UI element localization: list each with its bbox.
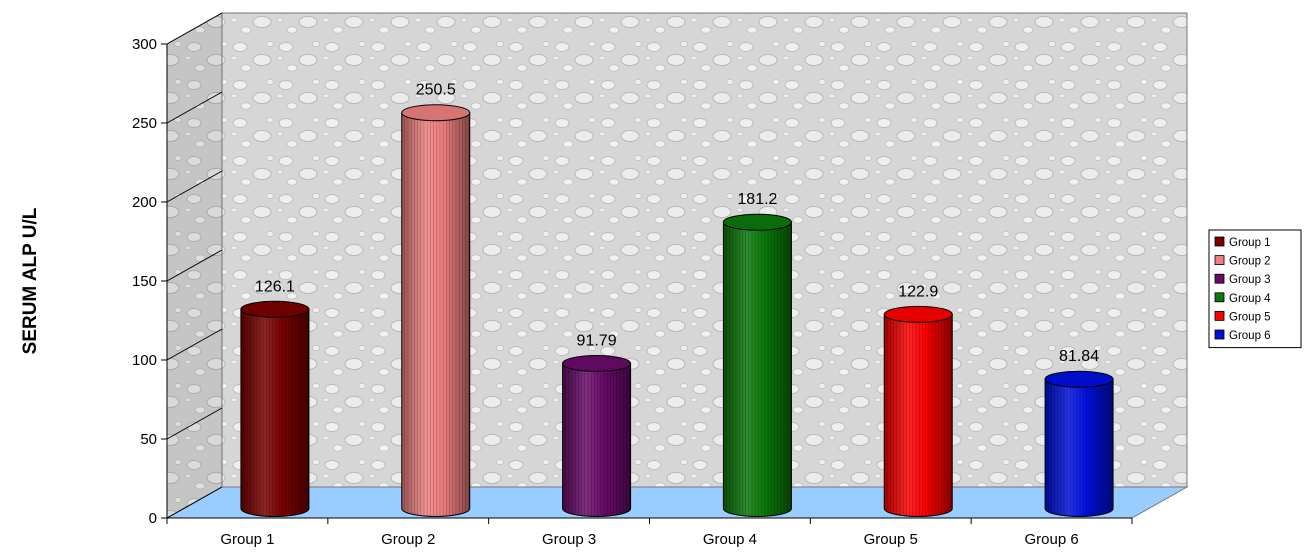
y-tick-depth-line — [166, 91, 223, 124]
y-tick-label: 200 — [132, 194, 157, 211]
legend-swatch — [1214, 273, 1225, 284]
y-tick-depth-line — [166, 486, 223, 519]
data-label: 126.1 — [255, 278, 295, 295]
legend-swatch — [1214, 255, 1225, 266]
x-tick-label: Group 1 — [220, 531, 274, 548]
y-tick-depth-line — [166, 249, 223, 282]
legend-swatch — [1214, 236, 1225, 247]
data-label: 81.84 — [1059, 348, 1099, 365]
legend-swatch — [1214, 310, 1225, 321]
y-tick-label: 250 — [132, 115, 157, 132]
y-tick-label: 100 — [132, 352, 157, 369]
bar-body — [883, 313, 953, 517]
x-tick-label: Group 3 — [542, 531, 596, 548]
legend-entry: Group 4 — [1229, 293, 1271, 305]
y-tick-label: 50 — [140, 431, 157, 448]
floor — [165, 486, 1189, 519]
data-label: 122.9 — [898, 283, 938, 300]
y-tick-label: 150 — [132, 273, 157, 290]
x-tick-label: Group 6 — [1024, 531, 1078, 548]
x-tick-label: Group 5 — [864, 531, 918, 548]
bar-2 — [401, 104, 471, 517]
y-tick-depth-line — [166, 12, 223, 45]
bar-3 — [562, 354, 632, 517]
y-tick-label: 0 — [149, 510, 157, 527]
bar-top — [1044, 370, 1114, 388]
bar-top — [562, 354, 632, 372]
y-axis-title: SERUM ALP U/L — [20, 207, 41, 354]
x-tick-label: Group 2 — [381, 531, 435, 548]
bar-body — [562, 362, 632, 517]
bar-top — [240, 300, 310, 318]
bar-4 — [722, 213, 792, 517]
bar-top — [722, 213, 792, 231]
bar-top — [883, 305, 953, 323]
bar-body — [240, 308, 310, 517]
bar-top — [401, 104, 471, 122]
legend-swatch — [1214, 329, 1225, 340]
bar-body — [722, 221, 792, 517]
y-tick-depth-line — [166, 170, 223, 203]
data-label: 91.79 — [577, 332, 617, 349]
bar-body — [1044, 378, 1114, 517]
data-label: 181.2 — [737, 191, 777, 208]
legend-entry: Group 3 — [1229, 274, 1271, 286]
bar-6 — [1044, 370, 1114, 517]
legend-box — [1208, 229, 1302, 349]
y-tick-depth-line — [166, 407, 223, 440]
x-tick-label: Group 4 — [703, 531, 757, 548]
back-wall — [221, 12, 1188, 488]
bar-1 — [240, 300, 310, 517]
legend-entry: Group 1 — [1229, 237, 1271, 249]
bar-5 — [883, 305, 953, 517]
legend-entry: Group 2 — [1229, 256, 1271, 268]
bar-body — [401, 112, 471, 517]
legend-entry: Group 6 — [1229, 330, 1271, 342]
y-tick-depth-line — [166, 328, 223, 361]
legend-entry: Group 5 — [1229, 311, 1271, 323]
y-tick-label: 300 — [132, 36, 157, 53]
data-label: 250.5 — [416, 82, 456, 99]
legend-swatch — [1214, 292, 1225, 303]
legend: Group 1 Group 2 Group 3 Group 4 Group 5 Group… — [1208, 229, 1302, 349]
